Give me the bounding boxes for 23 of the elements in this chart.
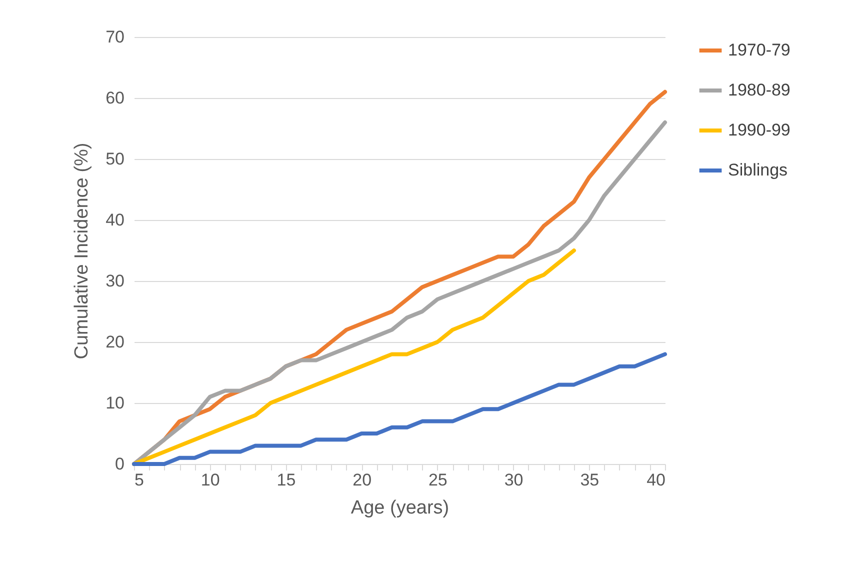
x-tick-label: 40 — [646, 470, 666, 490]
x-tick-label: 5 — [134, 470, 144, 490]
y-tick-label: 60 — [106, 88, 124, 108]
y-tick-label: 10 — [106, 394, 124, 412]
line-series — [132, 352, 667, 466]
legend-label: Siblings — [728, 160, 788, 180]
x-tick-label: 15 — [276, 470, 296, 490]
x-tick-label: 10 — [200, 470, 220, 490]
y-tick-label: 0 — [115, 454, 124, 474]
y-axis-title: Cumulative Incidence (%) — [72, 142, 93, 360]
y-tick-label: 40 — [106, 210, 124, 230]
x-axis-title: Age (years) — [350, 498, 450, 518]
legend-label: 1990-99 — [728, 120, 790, 140]
x-tick-label: 30 — [504, 470, 524, 490]
x-tick-label: 20 — [352, 470, 372, 490]
y-tick-label: 70 — [106, 28, 124, 46]
y-tick-label: 20 — [106, 332, 124, 352]
x-tick-label: 35 — [580, 470, 600, 490]
y-tick-label: 30 — [106, 272, 124, 290]
y-tick-label: 50 — [106, 150, 124, 168]
x-tick-label: 25 — [428, 470, 448, 490]
legend-label: 1970-79 — [728, 40, 790, 60]
legend-label: 1980-89 — [728, 80, 790, 100]
